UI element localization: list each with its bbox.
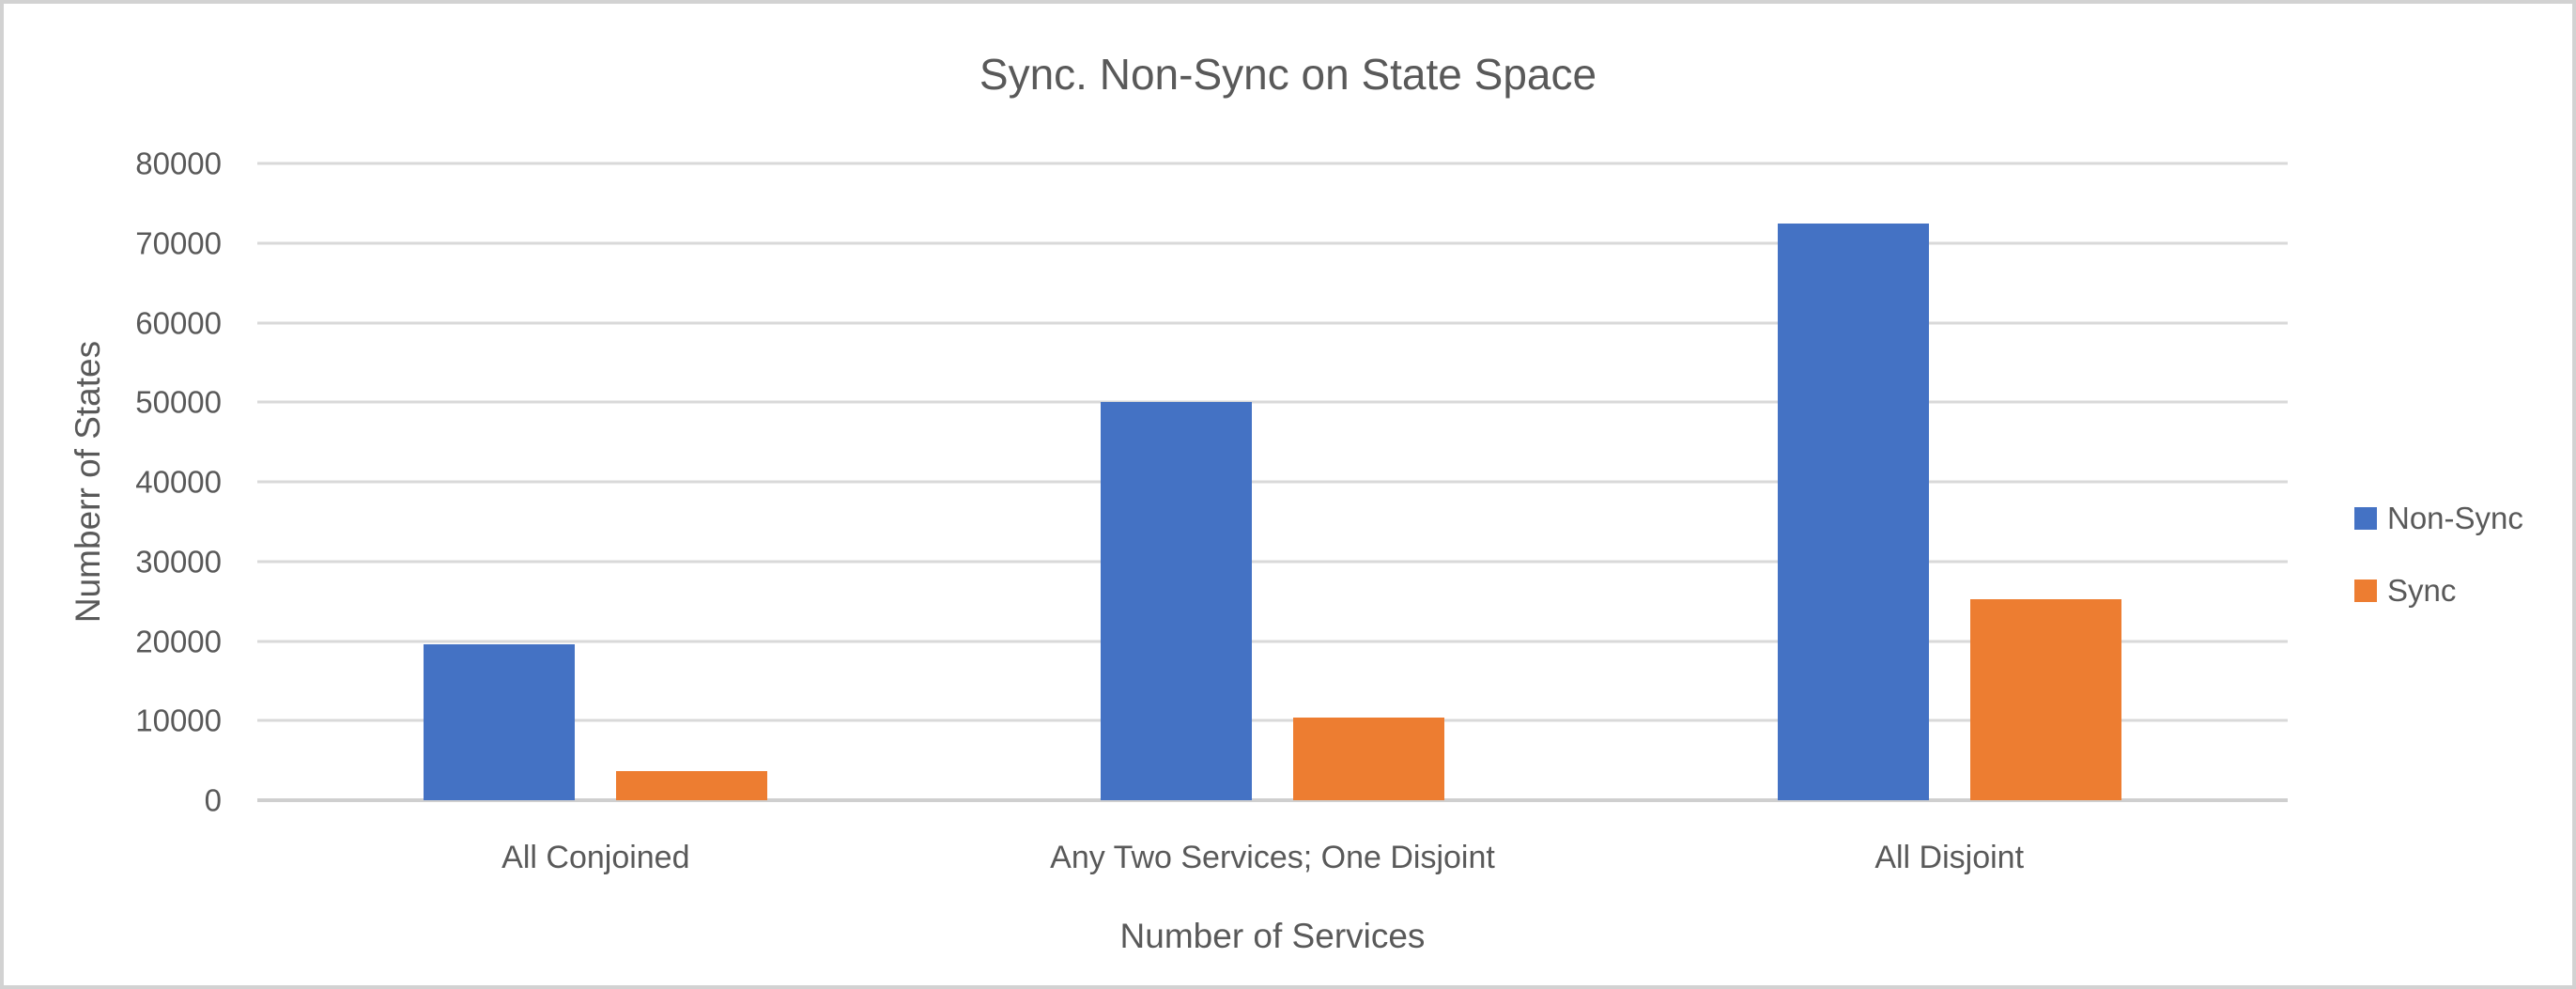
y-tick-label: 20000 [135,624,222,658]
bar-sync-2 [1293,717,1444,800]
legend: Non-Sync Sync [2354,496,2523,613]
gridline [257,400,2288,404]
gridline [257,321,2288,324]
x-axis-title: Number of Services [1119,917,1426,955]
legend-entry-non-sync: Non-Sync [2354,496,2523,541]
bar-non-sync-1 [424,643,576,800]
x-category-label: All Disjoint [1874,840,2025,875]
gridline [257,640,2288,642]
gridline [257,480,2288,484]
chart-title: Sync. Non-Sync on State Space [979,50,1597,99]
legend-entry-sync: Sync [2354,568,2523,613]
bar-group [1611,163,2288,800]
gridline [257,560,2288,564]
x-category-label: Any Two Services; One Disjoint [1050,840,1495,875]
bar-groups [257,163,2288,800]
legend-swatch-icon [2354,507,2377,530]
bar-group [934,163,1612,800]
y-tick-label: 30000 [135,544,222,579]
legend-label: Sync [2387,573,2457,608]
plot-area [257,162,2288,802]
bar-non-sync-2 [1101,402,1252,800]
gridline [257,162,2288,165]
y-tick-label: 10000 [135,703,222,738]
y-tick-label: 80000 [135,146,222,181]
gridline [257,719,2288,722]
x-category-label: All Conjoined [501,840,690,875]
legend-label: Non-Sync [2387,501,2523,535]
y-tick-label: 50000 [135,384,222,420]
y-tick-label: 60000 [135,305,222,340]
y-tick-label: 70000 [135,225,222,261]
bar-group [257,163,934,800]
gridline [257,241,2288,245]
legend-swatch-icon [2354,579,2377,602]
y-tick-label: 0 [204,782,222,818]
x-category-labels: All Conjoined Any Two Services; One Disjo… [257,840,2288,876]
bar-non-sync-3 [1777,223,1929,800]
y-tick-labels: 0 10000 20000 30000 40000 50000 60000 70000 8000… [4,148,222,816]
bar-sync-1 [616,770,768,800]
y-tick-label: 40000 [135,464,222,500]
bar-sync-3 [1969,598,2121,800]
gridline [257,798,2288,802]
